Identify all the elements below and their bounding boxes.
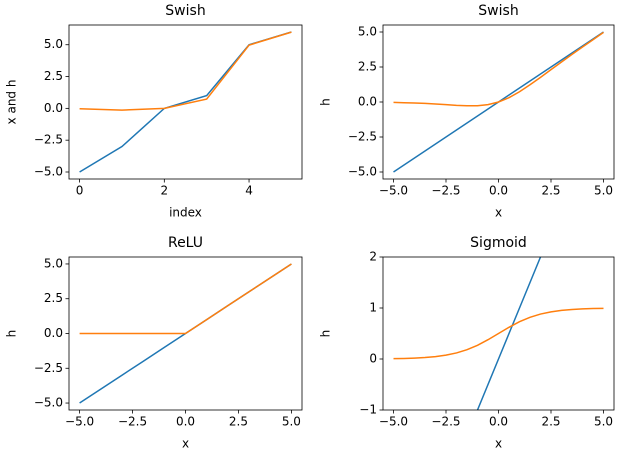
y-tick-label: 5.0: [44, 256, 63, 270]
x-tick-label: 2.5: [541, 415, 560, 429]
x-axis-label: x: [495, 437, 502, 451]
series-line: [79, 31, 292, 173]
y-tick-label: 2.5: [358, 60, 377, 74]
x-tick-label: −2.5: [431, 184, 460, 198]
x-tick-label: −5.0: [379, 415, 408, 429]
x-tick-label: 0.0: [489, 415, 508, 429]
y-tick-label: −5.0: [34, 396, 63, 410]
y-tick-label: −5.0: [348, 165, 377, 179]
subplot: −5.0 −2.5 0.0 2.5 5.0 −5.0 −2.5 0.0 2.5 5.0 ReLU x h: [5, 235, 303, 451]
series-line: [393, 307, 604, 360]
subplot: −5.0 −2.5 0.0 2.5 5.0 −1 0 1 2 Sigmoid x h: [319, 235, 615, 451]
x-axis-label: x: [495, 206, 502, 220]
x-axis-label: x: [182, 437, 189, 451]
y-tick-label: 0.0: [44, 101, 63, 115]
y-tick-label: 1: [369, 301, 377, 315]
x-tick-label: −5.0: [65, 415, 94, 429]
x-tick-label: 4: [245, 184, 253, 198]
x-tick-label: 0.0: [489, 184, 508, 198]
y-tick-label: 5.0: [358, 25, 377, 39]
x-tick-label: 2.5: [229, 415, 248, 429]
series-line: [79, 263, 292, 335]
y-tick-label: 2.5: [44, 291, 63, 305]
y-tick-label: 5.0: [44, 37, 63, 51]
y-tick-label: 0.0: [44, 326, 63, 340]
y-axis-label: h: [319, 330, 333, 338]
x-tick-label: 5.0: [594, 415, 613, 429]
series-line: [393, 31, 604, 107]
x-tick-label: 2: [160, 184, 168, 198]
x-tick-label: 0.0: [176, 415, 195, 429]
y-tick-label: 2.5: [44, 69, 63, 83]
subplot: −5.0 −2.5 0.0 2.5 5.0 −5.0 −2.5 0.0 2.5 5.0 Swish x…: [319, 3, 615, 220]
series-line: [79, 31, 292, 111]
y-tick-label: −1: [359, 403, 377, 417]
axes-frame: [68, 24, 303, 180]
subplot-title: Swish: [478, 3, 518, 19]
y-tick-label: −2.5: [348, 130, 377, 144]
y-tick-label: 2: [369, 250, 377, 264]
subplot-title: Swish: [165, 3, 205, 19]
x-tick-label: −5.0: [379, 184, 408, 198]
subplot: 0 2 4 −5.0 −2.5 0.0 2.5 5.0 Swish index x and h: [5, 3, 303, 220]
x-axis-label: index: [169, 206, 202, 220]
x-tick-label: −2.5: [431, 415, 460, 429]
subplot-title: ReLU: [168, 235, 203, 251]
y-axis-label: x and h: [5, 80, 19, 125]
y-axis-label: h: [319, 98, 333, 106]
y-tick-label: 0.0: [358, 95, 377, 109]
y-tick-label: 0: [369, 352, 377, 366]
x-tick-label: 5.0: [282, 415, 301, 429]
y-tick-label: −5.0: [34, 165, 63, 179]
x-tick-label: 2.5: [541, 184, 560, 198]
x-tick-label: −2.5: [118, 415, 147, 429]
subplot-title: Sigmoid: [470, 235, 527, 251]
x-tick-label: 5.0: [594, 184, 613, 198]
x-tick-label: 0: [76, 184, 84, 198]
y-tick-label: −2.5: [34, 361, 63, 375]
y-tick-label: −2.5: [34, 133, 63, 147]
y-axis-label: h: [5, 330, 19, 338]
series-line: [476, 257, 542, 410]
